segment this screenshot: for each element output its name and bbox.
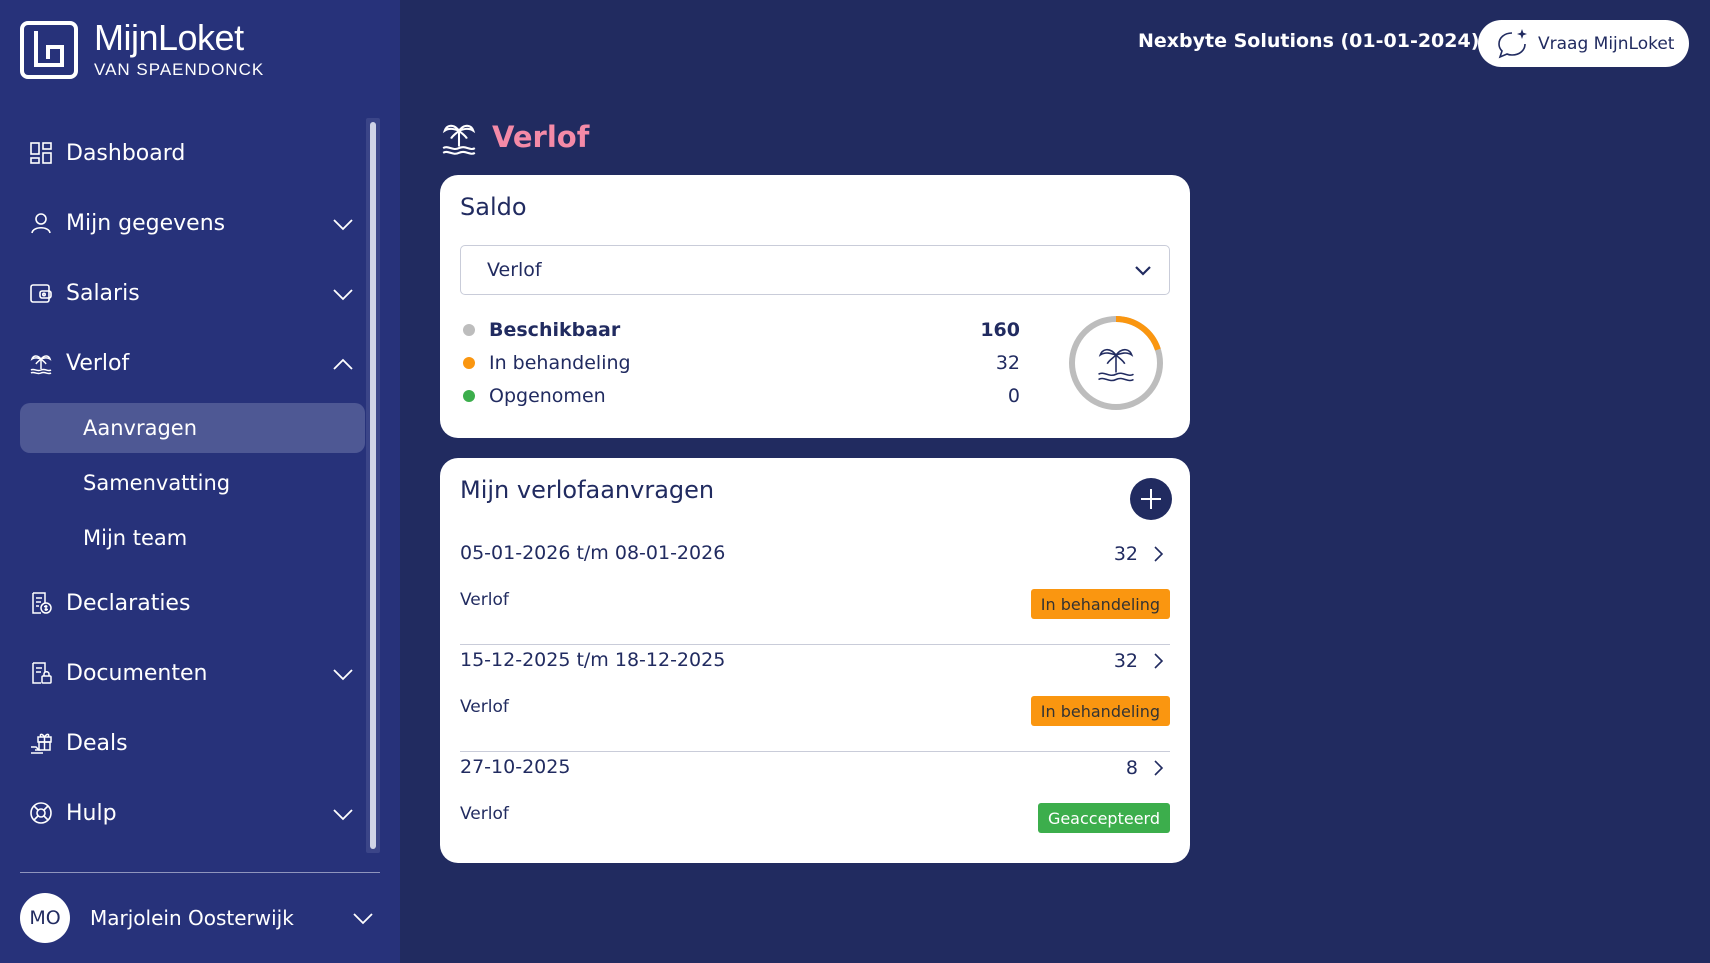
- chevron-down-icon[interactable]: [331, 802, 355, 826]
- status-badge: In behandeling: [1030, 589, 1170, 619]
- dashboard-icon: [28, 140, 54, 166]
- leave-requests-card: Mijn verlofaanvragen 05-01-2026 t/m 08-0…: [440, 458, 1190, 863]
- plus-icon: [1141, 489, 1161, 509]
- sidebar-subitem-mijn-team[interactable]: Mijn team: [83, 526, 188, 550]
- chevron-down-icon[interactable]: [331, 662, 355, 686]
- palm-tree-icon: [1098, 348, 1134, 382]
- saldo-donut-chart: [1069, 316, 1163, 410]
- sidebar-item-declaraties[interactable]: Declaraties: [20, 568, 365, 638]
- sidebar-item-deals[interactable]: Deals: [20, 708, 365, 778]
- request-date: 15-12-2025 t/m 18-12-2025: [460, 649, 726, 671]
- company-selector[interactable]: Nexbyte Solutions (01-01-2024): [1138, 30, 1515, 52]
- request-date: 27-10-2025: [460, 756, 571, 778]
- sidebar-item-label: Verlof: [66, 350, 130, 376]
- add-leave-request-button[interactable]: [1130, 478, 1172, 520]
- leave-type-select[interactable]: Verlof: [460, 245, 1170, 295]
- sidebar-item-verlof[interactable]: Verlof: [20, 328, 365, 398]
- chevron-right-icon[interactable]: [1148, 758, 1168, 778]
- sidebar: MijnLoket VAN SPAENDONCK Dashboard Mijn …: [0, 0, 400, 963]
- legend-label: In behandeling: [489, 351, 631, 374]
- legend-value: 32: [995, 351, 1020, 374]
- request-hours: 32: [1113, 543, 1138, 565]
- leave-type-select-value: Verlof: [487, 259, 542, 281]
- legend-dot: [463, 389, 475, 402]
- page-title-text: Verlof: [492, 120, 590, 154]
- request-date: 05-01-2026 t/m 08-01-2026: [460, 542, 726, 564]
- saldo-card: Saldo Verlof Beschikbaar 160 In behandel…: [440, 175, 1190, 438]
- brand-title: MijnLoket: [94, 17, 244, 58]
- sidebar-item-label: Dashboard: [66, 140, 186, 166]
- user-name: Marjolein Oosterwijk: [90, 906, 294, 930]
- leave-request-row[interactable]: 27-10-2025 8 Verlof Geaccepteerd: [460, 752, 1170, 859]
- leave-request-list: 05-01-2026 t/m 08-01-2026 32 Verlof In b…: [460, 538, 1170, 859]
- chevron-up-icon[interactable]: [331, 352, 355, 376]
- leave-request-row[interactable]: 05-01-2026 t/m 08-01-2026 32 Verlof In b…: [460, 538, 1170, 645]
- chevron-right-icon[interactable]: [1148, 544, 1168, 564]
- sidebar-item-mijn-gegevens[interactable]: Mijn gegevens: [20, 188, 365, 258]
- request-type: Verlof: [460, 804, 509, 824]
- legend-label: Opgenomen: [489, 384, 606, 407]
- status-badge: Geaccepteerd: [1037, 803, 1170, 833]
- sidebar-item-documenten[interactable]: Documenten: [20, 638, 365, 708]
- ask-mijnloket-button[interactable]: Vraag MijnLoket: [1478, 20, 1689, 67]
- page-title: Verlof: [440, 118, 589, 156]
- main-nav: Dashboard Mijn gegevens Salaris Verlof A…: [20, 118, 365, 848]
- leave-request-row[interactable]: 15-12-2025 t/m 18-12-2025 32 Verlof In b…: [460, 645, 1170, 752]
- sidebar-scrollbar[interactable]: [366, 118, 380, 853]
- legend-row-opgenomen: Opgenomen 0: [460, 379, 1020, 412]
- chevron-down-icon[interactable]: [331, 282, 355, 306]
- scrollbar-thumb[interactable]: [370, 122, 376, 849]
- sidebar-item-label: Documenten: [66, 660, 208, 686]
- sidebar-item-label: Deals: [66, 730, 128, 756]
- divider: [20, 872, 380, 873]
- gift-icon: [28, 730, 54, 756]
- request-type: Verlof: [460, 697, 509, 717]
- legend-row-in-behandeling: In behandeling 32: [460, 346, 1020, 379]
- company-name: Nexbyte Solutions (01-01-2024): [1138, 30, 1480, 52]
- saldo-title: Saldo: [460, 193, 527, 221]
- document-lock-icon: [28, 660, 54, 686]
- donut-segment-1: [1069, 316, 1163, 410]
- sidebar-subitem-samenvatting[interactable]: Samenvatting: [83, 471, 231, 495]
- legend-dot: [463, 323, 475, 336]
- brand-logo[interactable]: MijnLoket VAN SPAENDONCK: [20, 20, 264, 80]
- request-hours: 32: [1113, 650, 1138, 672]
- lifebuoy-icon: [28, 800, 54, 826]
- legend-dot: [463, 356, 475, 369]
- chevron-down-icon[interactable]: [351, 906, 375, 930]
- saldo-legend: Beschikbaar 160 In behandeling 32 Opgeno…: [460, 313, 1020, 412]
- logo-mark-icon: [20, 21, 78, 79]
- leave-requests-title: Mijn verlofaanvragen: [460, 476, 715, 504]
- chevron-down-icon: [1135, 266, 1151, 276]
- sidebar-item-label: Salaris: [66, 280, 140, 306]
- legend-row-beschikbaar: Beschikbaar 160: [460, 313, 1020, 346]
- legend-label: Beschikbaar: [489, 318, 621, 341]
- status-badge: In behandeling: [1030, 696, 1170, 726]
- receipt-icon: [28, 590, 54, 616]
- ask-mijnloket-label: Vraag MijnLoket: [1538, 33, 1675, 54]
- sidebar-item-label: Declaraties: [66, 590, 191, 616]
- brand-subtitle: VAN SPAENDONCK: [94, 60, 265, 79]
- palm-tree-icon: [28, 350, 54, 376]
- request-type: Verlof: [460, 590, 509, 610]
- sidebar-item-dashboard[interactable]: Dashboard: [20, 118, 365, 188]
- palm-tree-icon: [442, 124, 476, 155]
- legend-value: 160: [980, 318, 1020, 341]
- wallet-icon: [28, 280, 54, 306]
- chevron-right-icon[interactable]: [1148, 651, 1168, 671]
- sidebar-item-label: Mijn gegevens: [66, 210, 226, 236]
- sidebar-item-salaris[interactable]: Salaris: [20, 258, 365, 328]
- request-hours: 8: [1125, 757, 1138, 779]
- user-icon: [28, 210, 54, 236]
- sidebar-item-label: Hulp: [66, 800, 117, 826]
- avatar: MO: [20, 893, 70, 943]
- user-menu[interactable]: MO Marjolein Oosterwijk: [20, 893, 375, 943]
- chevron-down-icon[interactable]: [331, 212, 355, 236]
- sidebar-item-hulp[interactable]: Hulp: [20, 778, 365, 848]
- legend-value: 0: [1007, 384, 1020, 407]
- chat-sparkle-icon: [1498, 28, 1527, 58]
- sidebar-subitem-aanvragen[interactable]: Aanvragen: [20, 403, 365, 453]
